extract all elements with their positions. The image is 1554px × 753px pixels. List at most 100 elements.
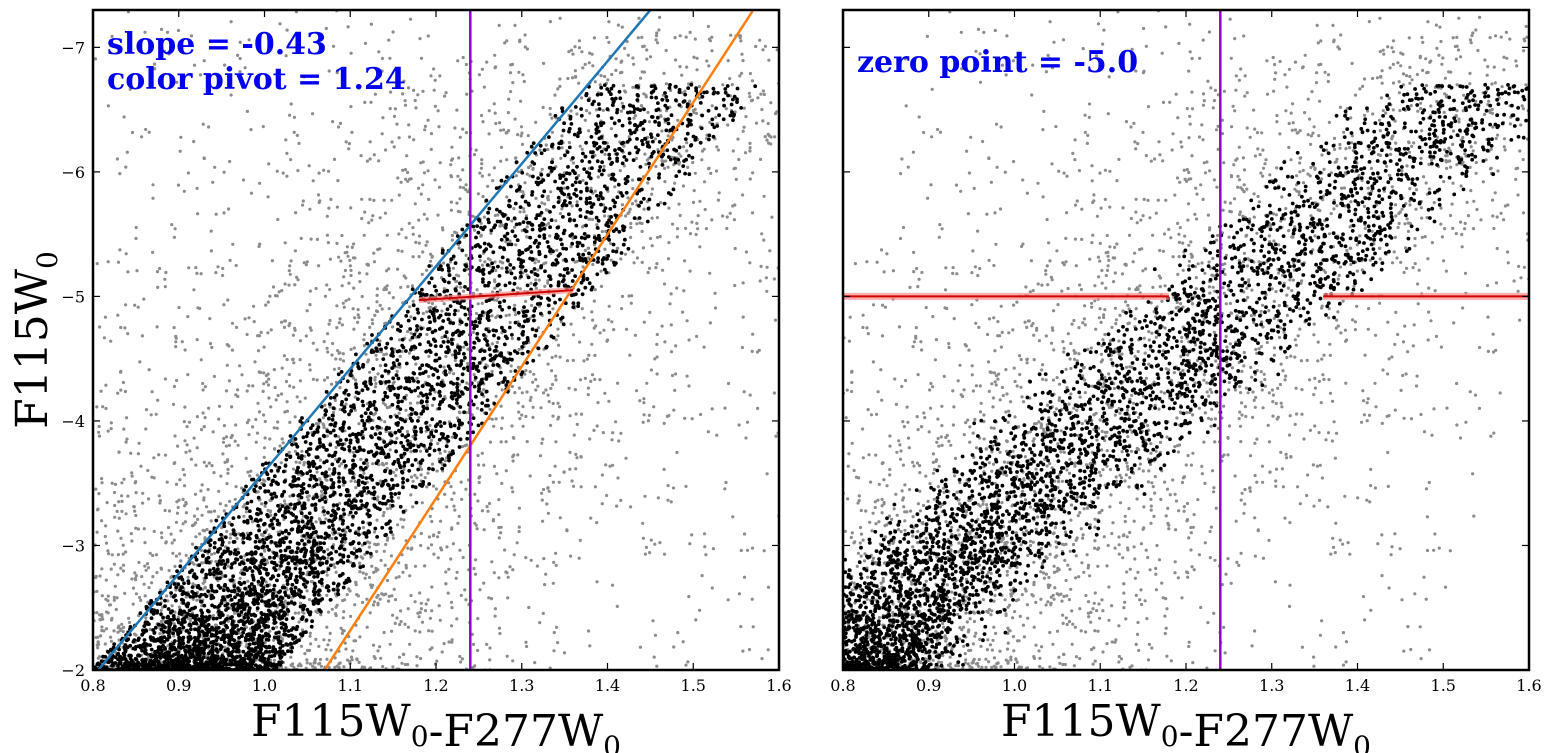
star-point [370,585,374,590]
star-point [599,74,603,78]
star-point [214,212,218,216]
star-point [682,289,686,293]
star-point [293,328,297,332]
star-point [298,461,302,465]
star-point [233,497,237,501]
star-point [690,220,694,224]
star-point [571,301,576,305]
star-point [283,599,287,603]
star-point [413,564,418,568]
star-point [191,582,195,586]
star-point [673,36,677,40]
star-point [373,656,377,661]
star-point [230,523,234,527]
star-point [444,91,448,95]
star-point [460,372,465,377]
star-point [385,507,389,511]
star-point [480,509,484,513]
star-point [390,140,394,144]
star-point [331,587,336,592]
star-point [371,214,375,218]
star-point [742,125,746,129]
star-point [294,211,298,215]
star-point [266,300,270,304]
star-point [173,227,177,231]
star-point [393,492,398,496]
star-point [547,221,551,225]
star-point [256,349,261,353]
star-point [482,388,486,392]
star-point [102,336,106,340]
star-point [218,647,223,651]
star-point [280,366,284,370]
star-point [295,133,299,137]
star-point [750,79,755,83]
star-point [272,368,276,372]
star-point [602,328,606,332]
star-point [192,562,196,566]
star-point [406,662,410,667]
star-point [742,575,747,579]
star-point [261,534,265,538]
star-point [598,165,603,169]
star-point [438,618,442,622]
star-point [756,406,760,410]
star-point [318,199,322,203]
star-point [405,430,410,434]
star-point [629,225,633,230]
star-point [116,260,121,264]
star-point [538,454,543,458]
star-point [176,444,180,448]
star-point [110,616,114,620]
star-point [685,319,689,323]
star-point [505,39,509,43]
star-point [506,111,510,115]
star-point [562,274,566,278]
star-point [623,46,627,51]
star-point [495,298,499,302]
star-point [182,484,187,488]
star-point [462,268,467,272]
star-point [524,414,528,419]
star-point [228,499,232,503]
star-point [163,598,167,603]
star-point [760,657,764,661]
star-point [116,529,120,533]
star-point [413,99,417,103]
star-point [370,564,374,568]
star-point [372,412,376,416]
star-point [322,378,327,382]
star-point [285,400,289,404]
star-point [100,481,104,485]
star-point [267,548,271,552]
star-point [351,475,355,480]
star-point [641,420,645,424]
star-point [289,502,293,507]
star-point [207,510,211,514]
star-point [165,594,169,598]
star-point [119,536,123,540]
star-point [299,601,303,605]
star-point [97,492,101,496]
star-point [374,543,379,547]
star-point [326,548,330,552]
star-point [554,563,558,568]
star-point [490,560,494,564]
star-point [348,510,353,515]
star-point [493,286,497,290]
star-point [531,358,536,363]
star-point [288,264,292,268]
star-point [535,273,540,278]
star-point [591,318,595,322]
star-point [641,536,646,540]
star-point [498,224,502,228]
star-point [317,171,321,175]
star-point [691,200,696,204]
star-point [307,483,312,488]
star-point [248,474,252,478]
star-point [506,575,510,579]
star-point [648,236,653,241]
star-point [396,267,400,271]
star-point [415,664,419,668]
star-point [490,342,494,346]
